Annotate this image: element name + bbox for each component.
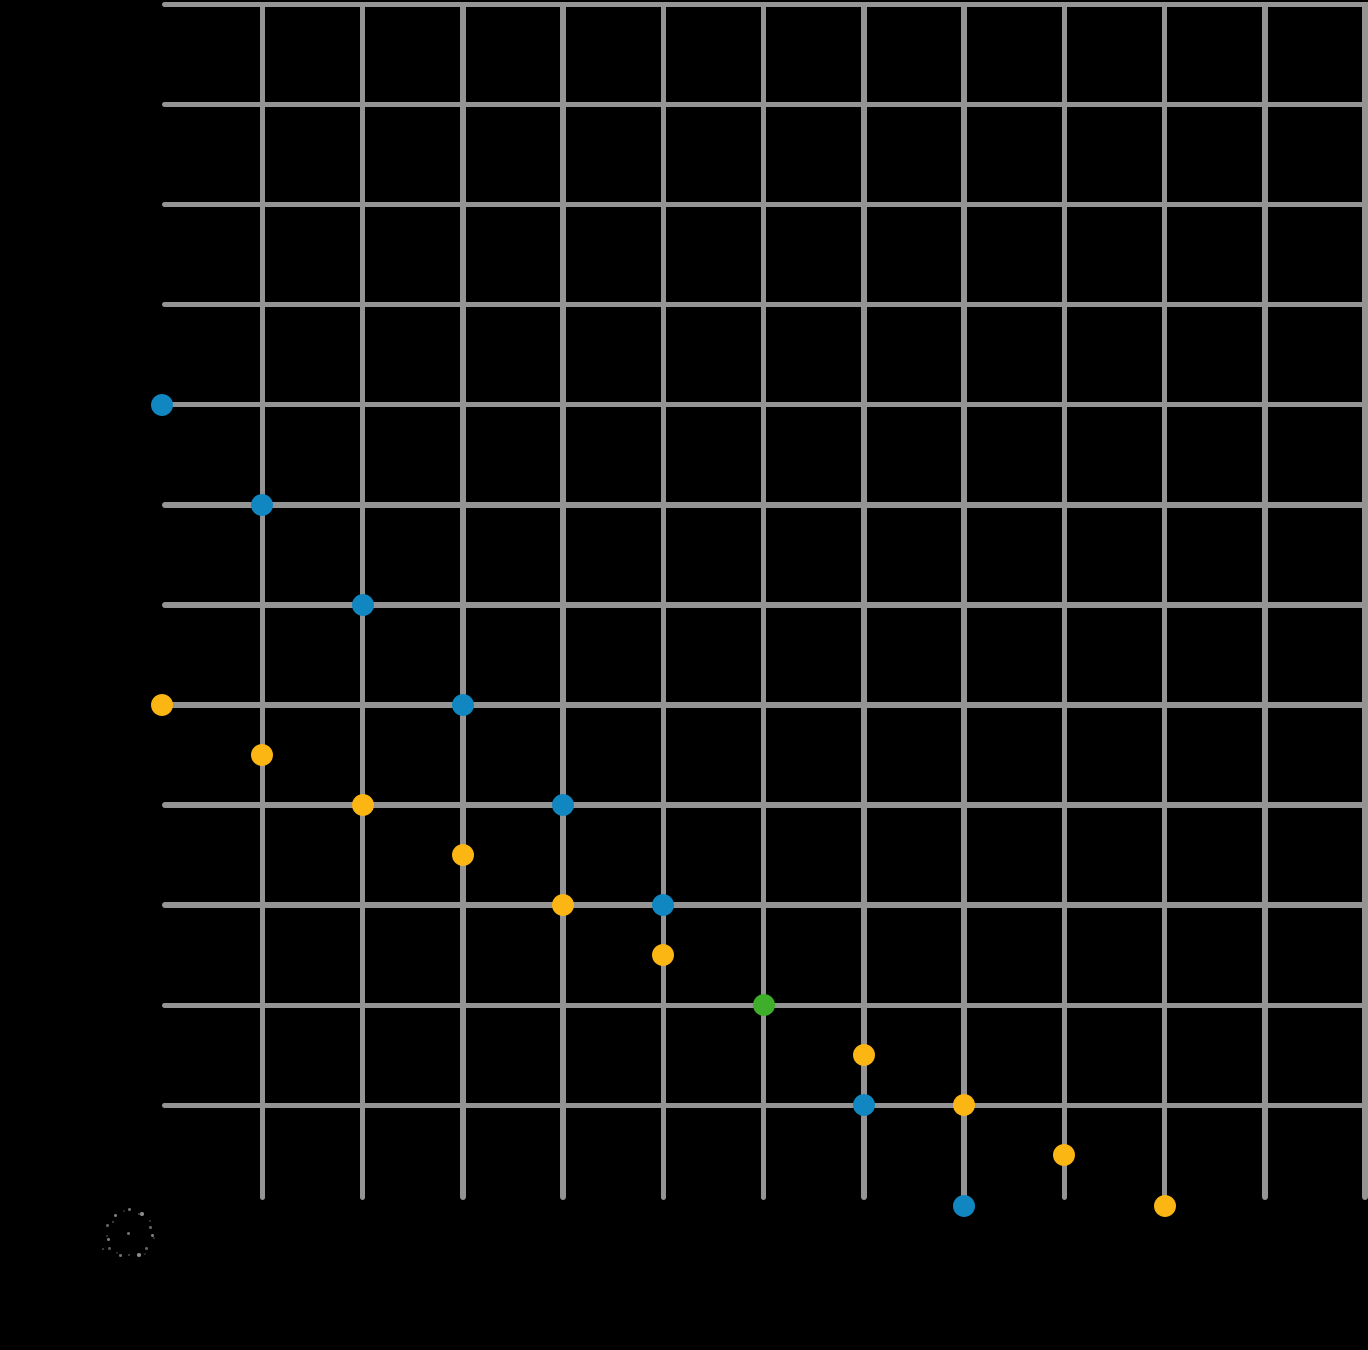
data-point-yellow-series	[251, 744, 274, 767]
data-point-blue-series	[552, 794, 574, 817]
data-point-blue-series	[251, 493, 274, 516]
data-point-blue-series	[652, 894, 675, 917]
data-point-yellow-series	[852, 1044, 875, 1067]
vertical-gridline	[1061, 1, 1067, 1200]
watermark-speck	[143, 1253, 146, 1256]
watermark-speck	[112, 1220, 114, 1223]
data-point-yellow-series	[451, 844, 474, 867]
vertical-gridline	[560, 1, 566, 1200]
data-point-yellow-series	[652, 944, 675, 967]
watermark-speck	[105, 1224, 109, 1228]
watermark-speck	[107, 1237, 111, 1241]
data-point-yellow-series	[1153, 1194, 1176, 1217]
watermark-speck	[145, 1246, 149, 1250]
vertical-gridline	[760, 1, 767, 1200]
watermark-speck	[152, 1237, 155, 1240]
watermark-speck	[102, 1248, 104, 1250]
watermark-speck	[106, 1235, 109, 1237]
watermark-speck	[149, 1225, 153, 1229]
vertical-gridline	[1262, 1, 1268, 1200]
watermark-speck	[140, 1212, 145, 1217]
data-point-yellow-series	[953, 1094, 975, 1117]
vertical-gridline	[259, 1, 265, 1200]
data-point-yellow-series	[151, 694, 173, 716]
vertical-gridline	[961, 1, 967, 1200]
data-point-blue-series	[953, 1194, 975, 1217]
data-point-intersection-point	[752, 994, 775, 1017]
data-point-blue-series	[451, 694, 474, 716]
watermark-speck	[108, 1246, 112, 1250]
watermark-speck	[128, 1207, 132, 1211]
data-point-yellow-series	[351, 794, 374, 817]
watermark-speck	[136, 1253, 141, 1258]
watermark-speck	[151, 1233, 155, 1237]
vertical-gridline	[861, 1, 867, 1200]
watermark-speck	[127, 1232, 130, 1235]
watermark-speck	[128, 1253, 131, 1256]
watermark-speck	[137, 1212, 140, 1215]
watermark-speck	[118, 1254, 122, 1258]
watermark-speck	[148, 1219, 151, 1222]
data-point-yellow-series	[1053, 1144, 1076, 1167]
data-point-blue-series	[151, 393, 173, 416]
vertical-gridline	[460, 1, 466, 1200]
vertical-gridline	[1161, 1, 1168, 1200]
watermark-speck	[116, 1252, 119, 1255]
vertical-gridline	[660, 1, 666, 1200]
watermark-speck	[122, 1209, 125, 1212]
vertical-gridline	[1362, 1, 1368, 1200]
data-point-yellow-series	[552, 894, 574, 917]
watermark-speck	[114, 1214, 118, 1218]
data-point-blue-series	[351, 593, 374, 616]
data-point-blue-series	[852, 1094, 875, 1117]
